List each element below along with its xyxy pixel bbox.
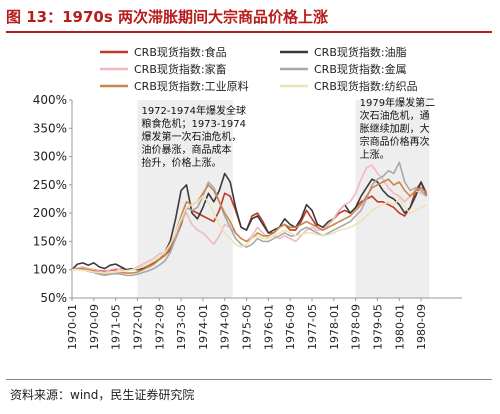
source-note: 资料来源：wind，民生证券研究院 xyxy=(10,388,195,402)
x-tick-label: 1971-05 xyxy=(110,304,123,350)
annotation-line: 抬升，价格上涨。 xyxy=(141,156,221,169)
x-tick-label: 1970-09 xyxy=(88,304,101,350)
x-tick-label: 1976-01 xyxy=(262,304,275,350)
annotation-line: 粮食危机；1973-1974 xyxy=(141,117,246,130)
y-tick-label: 50% xyxy=(40,291,67,305)
series-line-2 xyxy=(71,172,428,271)
x-tick-label: 1976-09 xyxy=(284,304,297,350)
x-tick-label: 1980-01 xyxy=(393,304,406,350)
annotation-line: 油价暴涨，商品成本 xyxy=(141,143,231,156)
series-line-4 xyxy=(71,161,428,277)
x-tick-label: 1978-09 xyxy=(350,304,363,350)
x-tick-label: 1974-09 xyxy=(219,304,232,350)
y-tick-label: 150% xyxy=(33,234,67,248)
legend-label: CRB现货指数:家畜 xyxy=(134,62,227,76)
legend-label: CRB现货指数:食品 xyxy=(134,45,227,59)
commodity-price-chart: 50% 100% 150% 200% 250% 300% 350% 400% 1970-01 19… xyxy=(33,45,462,350)
legend-label: CRB现货指数:纺织品 xyxy=(314,79,418,93)
annotation-line: 胀继续加剧，大 xyxy=(360,122,430,135)
x-tick-label: 1979-05 xyxy=(371,304,384,350)
series-line-5 xyxy=(71,178,428,275)
annotation-line: 上涨。 xyxy=(360,149,390,161)
x-tick-label: 1972-09 xyxy=(153,304,166,350)
title-divider xyxy=(6,31,492,33)
legend-label: CRB现货指数:油脂 xyxy=(314,45,407,59)
annotation-line: 1972-1974年爆发全球 xyxy=(141,104,246,117)
annotation-line: 1979年爆发第二 xyxy=(360,96,435,109)
annotation-line: 次石油危机，通 xyxy=(360,109,430,122)
x-tick-label: 1975-05 xyxy=(241,304,254,350)
legend-label: CRB现货指数:金属 xyxy=(314,62,407,76)
x-tick-label: 1970-01 xyxy=(66,304,79,350)
y-tick-label: 300% xyxy=(33,150,67,164)
y-tick-label: 100% xyxy=(33,263,67,277)
x-tick-label: 1973-05 xyxy=(175,304,188,350)
x-tick-label: 1977-05 xyxy=(306,304,319,350)
y-tick-label: 250% xyxy=(33,178,67,192)
x-tick-label: 1980-09 xyxy=(415,304,428,350)
y-tick-label: 400% xyxy=(33,93,67,107)
y-tick-label: 200% xyxy=(33,206,67,220)
x-tick-label: 1974-01 xyxy=(197,304,210,350)
annotation-line: 爆发第一次石油危机， xyxy=(141,130,241,143)
x-tick-label: 1972-01 xyxy=(131,304,144,350)
series-line-6 xyxy=(72,195,427,274)
footer-divider xyxy=(6,379,492,380)
figure-title: 图 13：1970s 两次滞胀期间大宗商品价格上涨 xyxy=(6,8,328,26)
y-tick-label: 350% xyxy=(33,121,67,135)
legend-label: CRB现货指数:工业原料 xyxy=(134,79,249,93)
annotation-line: 宗商品价格再次 xyxy=(360,135,430,148)
x-tick-label: 1978-01 xyxy=(328,304,341,350)
